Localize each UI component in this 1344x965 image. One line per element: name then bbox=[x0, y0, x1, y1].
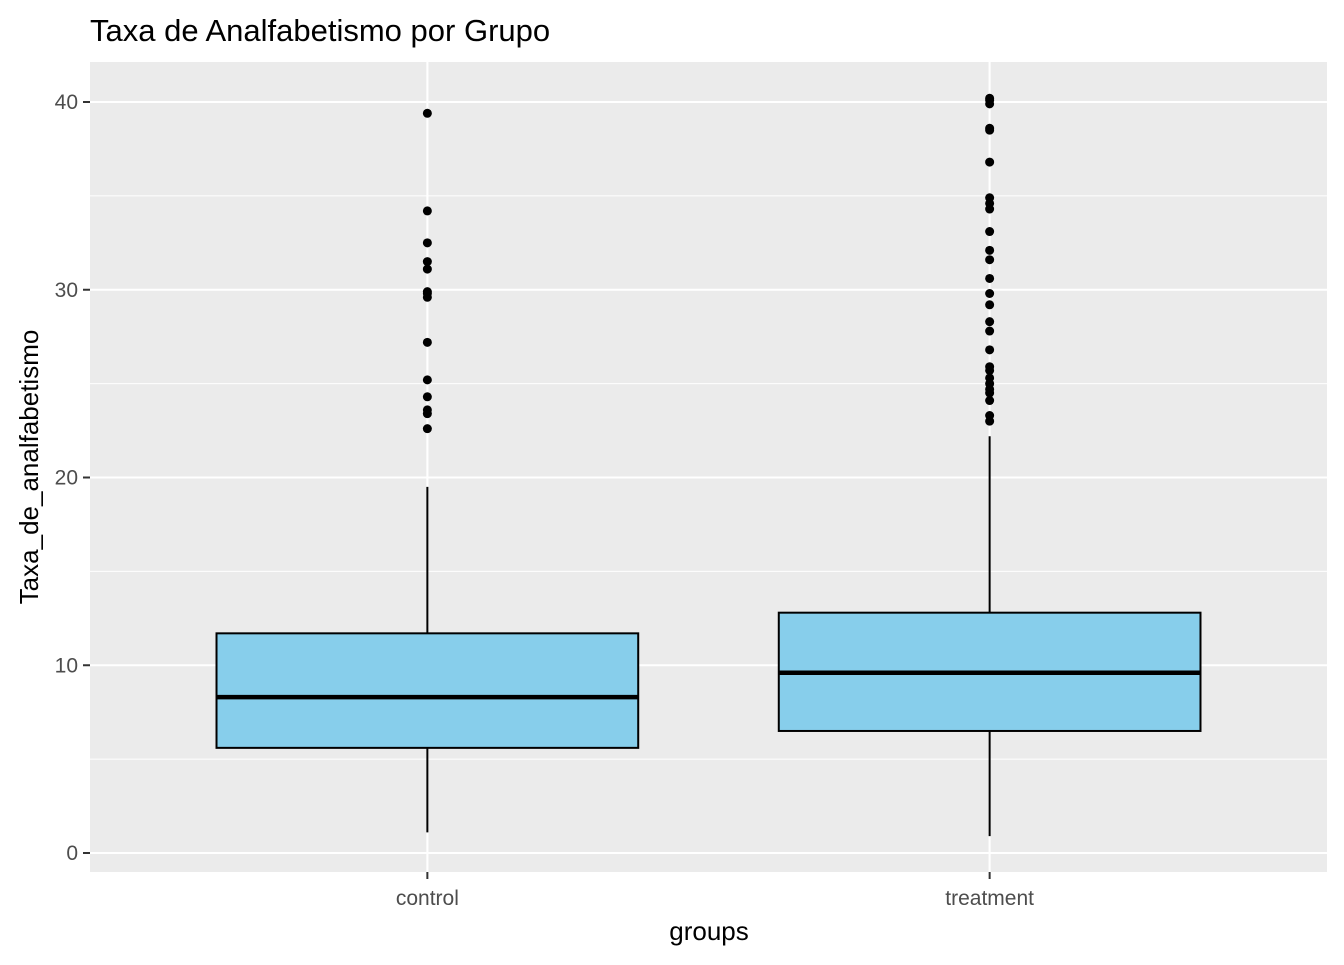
outlier-point bbox=[422, 375, 432, 385]
outlier-point bbox=[422, 238, 432, 248]
outlier-point bbox=[985, 273, 995, 283]
x-axis-title: groups bbox=[669, 916, 749, 946]
outlier-point bbox=[985, 411, 995, 421]
chart-title: Taxa de Analfabetismo por Grupo bbox=[90, 13, 550, 48]
y-tick-label: 40 bbox=[55, 91, 78, 114]
outlier-point bbox=[422, 287, 432, 297]
box-treatment bbox=[777, 93, 1202, 837]
y-tick-label: 0 bbox=[66, 842, 78, 865]
y-tick-label: 20 bbox=[55, 467, 78, 490]
minor-gridlines bbox=[90, 195, 1327, 760]
outlier-point bbox=[985, 396, 995, 406]
iqr-box bbox=[215, 632, 640, 749]
outlier-point bbox=[985, 255, 995, 265]
outlier-point bbox=[422, 206, 432, 216]
outlier-point bbox=[985, 345, 995, 355]
outlier-point bbox=[422, 405, 432, 415]
outlier-point bbox=[985, 93, 995, 103]
y-axis-title: Taxa_de_analfabetismo bbox=[14, 330, 44, 605]
outlier-point bbox=[985, 317, 995, 327]
outlier-point bbox=[985, 362, 995, 372]
outlier-point bbox=[985, 193, 995, 203]
outlier-point bbox=[422, 264, 432, 274]
outlier-point bbox=[985, 227, 995, 237]
outlier-point bbox=[422, 337, 432, 347]
outlier-point bbox=[985, 289, 995, 299]
outlier-point bbox=[985, 326, 995, 336]
outlier-point bbox=[985, 373, 995, 383]
outlier-point bbox=[422, 257, 432, 267]
y-axis: 0 10 20 30 40 bbox=[55, 91, 90, 865]
x-axis: control treatment bbox=[396, 872, 1034, 910]
outlier-point bbox=[422, 108, 432, 118]
x-tick-label: treatment bbox=[945, 887, 1034, 910]
y-tick-label: 10 bbox=[55, 654, 78, 677]
outlier-point bbox=[985, 123, 995, 133]
x-tick-label: control bbox=[396, 887, 459, 910]
outlier-point bbox=[422, 392, 432, 402]
outlier-point bbox=[985, 300, 995, 310]
boxplot-marks bbox=[215, 93, 1202, 837]
outlier-point bbox=[985, 245, 995, 255]
outlier-point bbox=[985, 157, 995, 167]
panel-background bbox=[90, 62, 1327, 872]
y-tick-label: 30 bbox=[55, 279, 78, 302]
outlier-point bbox=[422, 424, 432, 434]
box-control bbox=[215, 108, 640, 833]
